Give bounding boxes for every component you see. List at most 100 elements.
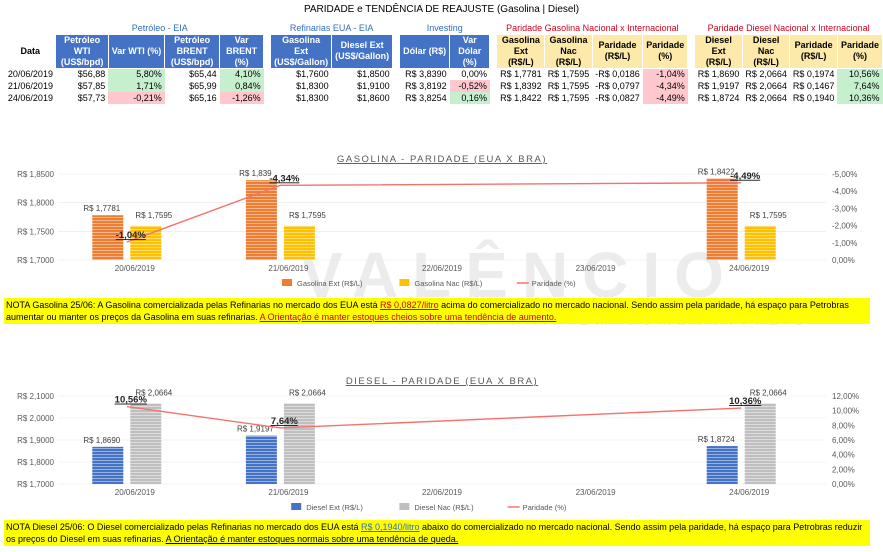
note-gasolina: NOTA Gasolina 25/06: A Gasolina comercia… (4, 298, 870, 324)
note-gasolina-orientation: A Orientação é manter estoques cheios so… (259, 312, 557, 322)
paridade-label: 10,56% (115, 395, 148, 406)
table-row: 24/06/2019 $57,73 -0,21% $65,16 -1,26% $1,830… (5, 92, 883, 104)
paridade-label: 10,36% (729, 396, 762, 407)
cell-g-nac: R$ 1,7595 (547, 69, 590, 80)
cell-g-nac: R$ 1,7595 (547, 81, 590, 91)
bar (92, 446, 124, 484)
bar (245, 435, 277, 484)
cell-data: 20/06/2019 (7, 69, 53, 80)
legend-label: Paridade (%) (523, 503, 567, 512)
group-refinarias: Refinarias EUA - EIA (289, 22, 374, 33)
data-label: R$ 2,0664 (135, 388, 172, 397)
legend-label: Paridade (%) (532, 279, 576, 288)
header-dolar: Dólar (R$) (399, 33, 451, 69)
note-diesel-text2: abaixo do comercializado no mercado naci… (6, 522, 863, 544)
cell-brent: $65,99 (189, 81, 217, 91)
header-diesel-paridade: Paridade (R$/L) (789, 33, 838, 69)
cell-wti: $57,73 (77, 93, 106, 103)
cell-dolar: R$ 3,8390 (405, 69, 447, 80)
header-gas-ext-usd: Gasolina Ext (US$/Gallon) (270, 33, 333, 69)
group-paridade-diesel: Paridade Diesel Nacional x Internacional (707, 22, 870, 33)
bar (92, 215, 124, 260)
cell-diesel-ext: $1,8600 (357, 93, 390, 103)
cell-d-par: R$ 0,1974 (792, 69, 835, 80)
y2-tick-label: 0,00% (832, 480, 855, 489)
y2-tick-label: -3,00% (832, 204, 857, 213)
cell-wti: $57,85 (77, 81, 106, 91)
cell-data: 24/06/2019 (7, 93, 53, 103)
y2-tick-label: -5,00% (832, 170, 857, 179)
y-tick-label: R$ 1,8000 (17, 458, 54, 467)
cell-data: 21/06/2019 (7, 81, 53, 91)
cell-brent: $65,44 (189, 69, 217, 80)
data-label: R$ 1,8690 (83, 436, 120, 445)
note-diesel: NOTA Diesel 25/06: O Diesel comercializa… (4, 520, 870, 546)
paridade-label: 7,64% (271, 416, 298, 427)
data-label: R$ 1,8724 (698, 435, 735, 444)
cell-d-parp: 10,36% (837, 92, 883, 104)
y-tick-label: R$ 1,7000 (17, 480, 54, 489)
paridade-label: -4,34% (269, 173, 300, 184)
cell-d-nac: R$ 2,0664 (745, 69, 787, 80)
cell-g-par: -R$ 0,0827 (595, 93, 640, 103)
data-label: R$ 1,9197 (237, 425, 274, 434)
cell-g-ext: R$ 1,7781 (500, 69, 542, 80)
header-diesel-ext-usd: Diesel Ext (US$/Gallon) (331, 33, 394, 69)
cell-g-parp: -4,49% (642, 92, 688, 104)
legend-swatch (399, 503, 410, 510)
data-label: R$ 1,7595 (750, 211, 787, 220)
header-gas-ext: Gasolina Ext (R$/L) (496, 33, 546, 69)
cell-g-parp: -1,04% (642, 68, 688, 80)
data-label: R$ 2,0664 (750, 388, 787, 397)
legend-label: Diesel Ext (R$/L) (306, 503, 363, 512)
header-data: Data (3, 33, 57, 69)
cell-var-dolar: 0,16% (449, 92, 490, 104)
y2-tick-label: 8,00% (832, 421, 855, 430)
chart-title: DIESEL - PARIDADE (EUA X BRA) (346, 376, 538, 387)
chart-title: GASOLINA - PARIDADE (EUA X BRA) (337, 154, 547, 165)
legend-label: Gasolina Nac (R$/L) (414, 279, 482, 288)
cell-d-ext: R$ 1,9197 (697, 81, 740, 91)
data-label: R$ 1,7595 (135, 211, 172, 220)
x-tick-label: 21/06/2019 (268, 264, 309, 273)
y2-tick-label: 10,00% (832, 407, 859, 416)
parity-table: Petróleo - EIA Refinarias EUA - EIA Inve… (3, 22, 883, 104)
cell-brent: $65,16 (189, 93, 217, 103)
y2-tick-label: 4,00% (832, 451, 855, 460)
bar (706, 446, 738, 484)
cell-g-nac: R$ 1,7595 (547, 93, 590, 103)
x-tick-label: 24/06/2019 (729, 264, 770, 273)
bar (283, 403, 315, 484)
header-gas-nac: Gasolina Nac (R$/L) (544, 33, 593, 69)
note-diesel-text1: NOTA Diesel 25/06: O Diesel comercializa… (6, 522, 361, 532)
y-tick-label: R$ 1,8500 (17, 170, 54, 179)
y-tick-label: R$ 1,8000 (17, 199, 54, 208)
cell-d-ext: R$ 1,8690 (697, 69, 740, 80)
data-label: R$ 1,839 (239, 169, 272, 178)
cell-d-nac: R$ 2,0664 (745, 93, 787, 103)
page-title: PARIDADE e TENDÊNCIA DE REAJUSTE (Gasoli… (303, 4, 580, 15)
data-label: R$ 1,7781 (83, 204, 120, 213)
x-tick-label: 22/06/2019 (422, 488, 463, 497)
bar (283, 225, 315, 260)
table-row: 20/06/2019 $56,88 5,80% $65,44 4,10% $1,7600 $… (5, 68, 883, 80)
y2-tick-label: 6,00% (832, 436, 855, 445)
cell-g-ext: R$ 1,8422 (500, 93, 542, 103)
group-paridade-gasolina: Paridade Gasolina Nacional x Internacion… (506, 22, 679, 33)
x-tick-label: 20/06/2019 (115, 264, 156, 273)
cell-var-dolar: -0,52% (449, 80, 490, 92)
cell-gas-ext: $1,7600 (296, 69, 329, 80)
header-var-wti: Var WTI (%) (107, 33, 166, 69)
group-investing: Investing (426, 22, 463, 33)
bar (744, 225, 776, 260)
x-tick-label: 24/06/2019 (729, 488, 770, 497)
cell-d-parp: 7,64% (837, 80, 883, 92)
bar (706, 178, 738, 260)
cell-wti: $56,88 (77, 69, 106, 80)
cell-g-parp: -4,34% (642, 80, 688, 92)
y-tick-label: R$ 1,9000 (17, 436, 54, 445)
data-label: R$ 1,8422 (698, 167, 735, 176)
table-row: 21/06/2019 $57,85 1,71% $65,99 0,84% $1,8300 $… (5, 80, 883, 92)
cell-d-par: R$ 0,1467 (792, 81, 835, 91)
y-tick-label: R$ 2,0000 (17, 414, 54, 423)
